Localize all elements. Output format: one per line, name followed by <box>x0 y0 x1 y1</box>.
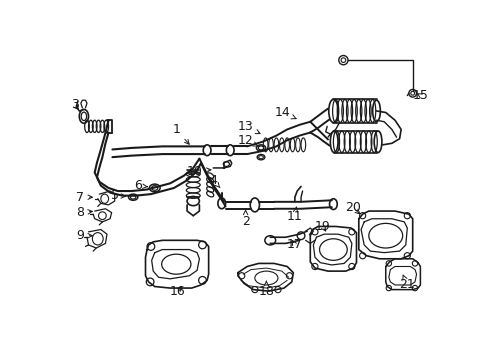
Text: 10: 10 <box>186 165 210 177</box>
Text: 20: 20 <box>345 202 361 215</box>
Text: 6: 6 <box>134 179 147 192</box>
Text: 14: 14 <box>274 106 295 119</box>
Text: 19: 19 <box>314 220 330 233</box>
Text: 17: 17 <box>286 238 302 251</box>
Text: 11: 11 <box>286 207 302 223</box>
Text: 7: 7 <box>76 191 92 204</box>
Text: 15: 15 <box>412 89 427 102</box>
Text: 1: 1 <box>172 123 189 144</box>
Text: 13: 13 <box>237 120 260 134</box>
Text: 5: 5 <box>110 189 125 202</box>
Text: 9: 9 <box>76 229 92 242</box>
Text: 21: 21 <box>399 275 414 292</box>
Text: 16: 16 <box>170 285 185 298</box>
Text: 12: 12 <box>237 134 258 147</box>
Text: 18: 18 <box>258 282 274 298</box>
Text: 3: 3 <box>71 98 79 111</box>
Text: 4: 4 <box>209 174 220 188</box>
Text: 2: 2 <box>241 210 249 228</box>
Text: 8: 8 <box>76 206 92 219</box>
